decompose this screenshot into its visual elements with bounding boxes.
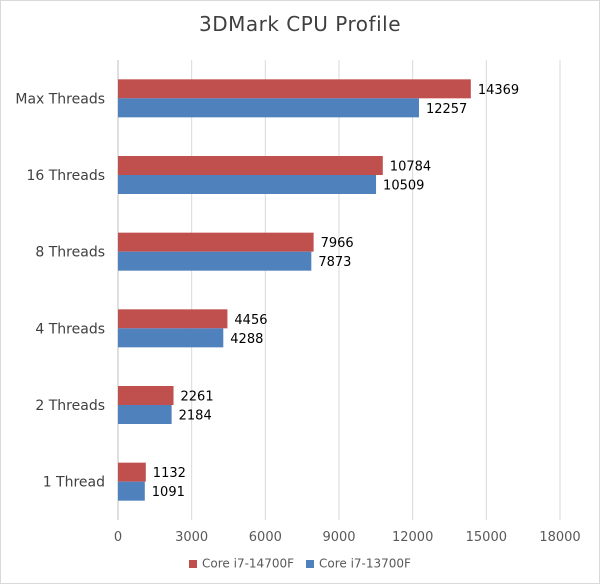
bar — [118, 79, 471, 99]
category-label: 8 Threads — [35, 245, 105, 261]
x-tick-label: 6000 — [249, 530, 282, 545]
data-label: 7966 — [321, 236, 354, 251]
gridlines — [117, 60, 561, 520]
data-labels: 14369 12257 10784 10509 7966 7873 4456 4288 2261… — [152, 83, 519, 500]
category-label: 2 Threads — [35, 398, 105, 414]
legend-label: Core i7-14700F — [202, 556, 294, 571]
x-tick-label: 12000 — [392, 530, 433, 545]
bar — [118, 405, 172, 424]
data-label: 1091 — [152, 485, 185, 500]
bar — [118, 386, 174, 405]
bars — [118, 79, 471, 501]
data-label: 14369 — [478, 83, 519, 98]
category-label: 16 Threads — [26, 168, 105, 184]
data-label: 1132 — [153, 466, 186, 481]
data-label: 10784 — [390, 160, 431, 175]
x-tick-label: 3000 — [175, 530, 208, 545]
data-label: 12257 — [426, 102, 467, 117]
x-tick-label: 9000 — [322, 530, 355, 545]
bar — [118, 251, 312, 271]
legend-item: Core i7-13700F — [306, 556, 411, 571]
x-tick-label: 15000 — [466, 530, 507, 545]
category-labels: Max Threads 16 Threads 8 Threads 4 Threads 2… — [15, 91, 105, 490]
x-tick-label: 0 — [114, 530, 122, 545]
bar — [118, 309, 228, 329]
category-label: 1 Thread — [43, 475, 105, 491]
legend: Core i7-14700F Core i7-13700F — [0, 556, 600, 571]
bar — [118, 98, 419, 118]
data-label: 4456 — [234, 313, 267, 328]
legend-label: Core i7-13700F — [319, 556, 411, 571]
legend-swatch — [189, 559, 198, 568]
chart-title: 3DMark CPU Profile — [198, 12, 401, 36]
category-label: 4 Threads — [35, 321, 105, 337]
x-tick-labels: 0 3000 6000 9000 12000 15000 18000 — [114, 530, 581, 545]
data-label: 4288 — [230, 332, 263, 347]
bar — [118, 232, 314, 252]
bar — [118, 156, 383, 175]
bar — [118, 175, 377, 194]
data-label: 7873 — [318, 255, 351, 270]
bar — [118, 481, 145, 501]
data-label: 10509 — [383, 179, 424, 194]
bar — [118, 328, 224, 348]
data-label: 2261 — [181, 390, 214, 405]
legend-swatch — [306, 559, 314, 568]
category-label: Max Threads — [15, 91, 105, 107]
legend-item: Core i7-14700F — [189, 556, 294, 571]
bar — [118, 462, 146, 482]
data-label: 2184 — [179, 409, 212, 424]
x-tick-label: 18000 — [539, 530, 580, 545]
